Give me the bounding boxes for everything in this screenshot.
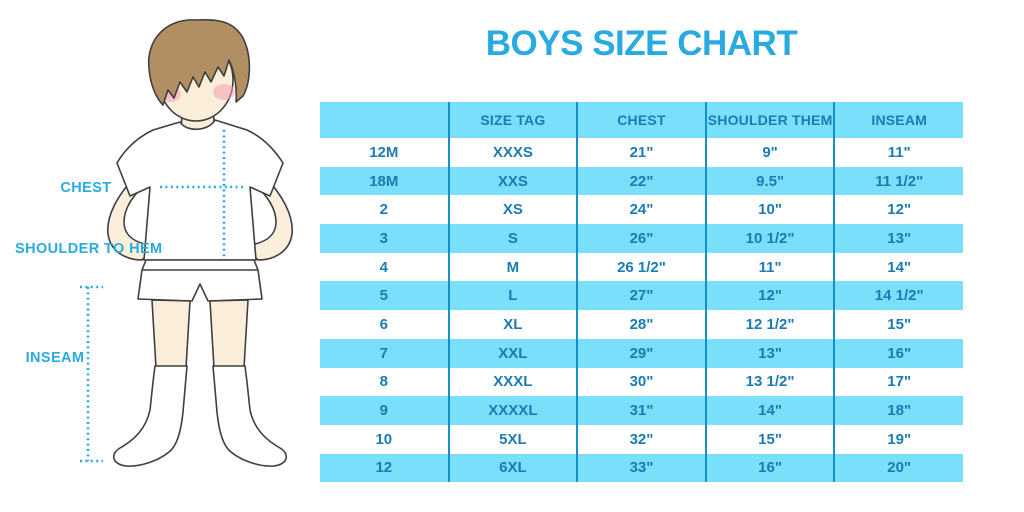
size-table-container: SIZE TAG CHEST SHOULDER THEM INSEAM 12M X… [320,102,963,483]
value-cell: 6XL [448,453,579,483]
size-cell: 12 [320,453,450,483]
value-cell: 17" [887,373,912,391]
value-cell: 21" [577,138,707,167]
value-cell: 31" [577,396,707,425]
inseam-label: INSEAM [26,350,85,366]
value-cell: 20" [887,459,912,477]
size-cell: 10 [320,424,450,454]
left-sock [113,365,188,467]
size-cell: 3 [320,224,450,253]
value-cell: 13 1/2" [705,367,836,397]
value-cell: 10 1/2" [705,224,836,253]
value-cell: XXXXL [448,396,579,425]
size-cell: 7 [320,338,450,368]
value-cell: 24" [577,195,707,225]
right-cheek-blush [213,84,235,100]
table-row: 4 M 26 1/2" 11" 14" [320,252,963,282]
value-cell: XL [448,310,579,339]
table-row: 12M XXXS 21" 9" 11" [320,138,963,167]
value-cell: 32" [577,424,707,454]
value-cell: XXS [448,166,579,196]
value-cell: 14" [705,396,836,425]
value-cell: 15" [705,424,836,454]
hair [147,18,251,106]
size-cell: 4 [320,252,450,282]
value-cell: 11 1/2" [875,172,924,190]
value-cell: XXL [448,338,579,368]
value-cell: 16" [887,344,912,362]
shorts [137,259,263,302]
shoulder-to-hem-label: SHOULDER TO HEM [15,241,163,257]
value-cell: 28" [577,310,707,339]
value-cell: 9.5" [705,166,836,196]
value-cell: 12" [887,201,912,219]
header-cell-chest: CHEST [577,102,707,138]
size-table-body: 12M XXXS 21" 9" 11" 18M XXS 22" 9.5" 11 1/2" 2 XS 24… [320,138,963,483]
value-cell: 14" [887,258,912,276]
value-cell: 15" [887,315,912,333]
right-sock [212,365,287,467]
table-row: 18M XXS 22" 9.5" 11 1/2" [320,166,963,196]
value-cell: 27" [577,281,707,311]
table-row: 10 5XL 32" 15" 19" [320,424,963,454]
value-cell: XS [448,195,579,225]
value-cell: 13" [887,229,912,247]
value-cell: 9" [705,138,836,167]
table-row: 7 XXL 29" 13" 16" [320,338,963,368]
table-row: 12 6XL 33" 16" 20" [320,453,963,483]
size-cell: 6 [320,310,450,339]
tshirt [116,119,284,261]
table-header-row: SIZE TAG CHEST SHOULDER THEM INSEAM [320,102,963,138]
header-cell-size-tag: SIZE TAG [448,102,579,138]
table-row: 2 XS 24" 10" 12" [320,195,963,225]
value-cell: 10" [705,195,836,225]
value-cell: 5XL [448,424,579,454]
value-cell: 26" [577,224,707,253]
value-cell: 29" [577,338,707,368]
value-cell: 33" [577,453,707,483]
size-cell: 9 [320,396,450,425]
size-cell: 2 [320,195,450,225]
value-cell: 18" [887,402,912,420]
value-cell: 13" [705,338,836,368]
table-row: 8 XXXL 30" 13 1/2" 17" [320,367,963,397]
value-cell: 26 1/2" [577,252,707,282]
chest-label: CHEST [60,180,111,196]
right-leg [209,299,249,369]
value-cell: 19" [887,430,912,448]
table-row: 9 XXXXL 31" 14" 18" [320,396,963,425]
value-cell: 22" [577,166,707,196]
table-row: 3 S 26" 10 1/2" 13" [320,224,963,253]
size-cell: 18M [320,166,450,196]
table-row: 5 L 27" 12" 14 1/2" [320,281,963,311]
value-cell: 11" [887,143,911,161]
value-cell: 12" [705,281,836,311]
header-cell-inseam: INSEAM [834,102,963,138]
size-cell: 12M [320,138,450,167]
header-cell-size [320,102,450,138]
header-cell-shoulder: SHOULDER THEM [705,102,836,138]
value-cell: L [448,281,579,311]
boy-illustration: CHEST SHOULDER TO HEM INSEAM [15,18,293,467]
value-cell: XXXS [448,138,579,167]
value-cell: XXXL [448,367,579,397]
value-cell: 14 1/2" [874,287,924,305]
value-cell: 11" [705,252,836,282]
size-cell: 5 [320,281,450,311]
left-leg [151,299,191,369]
value-cell: 12 1/2" [705,310,836,339]
value-cell: M [448,252,579,282]
page-title: BOYS SIZE CHART [485,24,798,63]
value-cell: 16" [705,453,836,483]
table-row: 6 XL 28" 12 1/2" 15" [320,310,963,339]
size-chart-table: SIZE TAG CHEST SHOULDER THEM INSEAM 12M X… [320,102,963,483]
value-cell: 30" [577,367,707,397]
size-cell: 8 [320,367,450,397]
value-cell: S [448,224,579,253]
